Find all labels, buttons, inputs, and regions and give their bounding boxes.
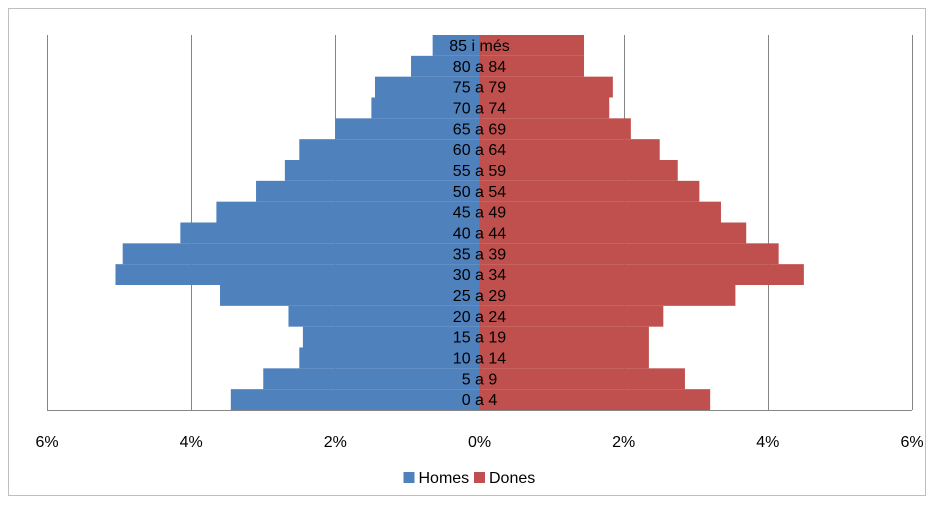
category-label: 15 a 19 bbox=[453, 330, 506, 347]
chart-frame: 0 a 4 5 a 9 10 a 14 15 a 19 20 a 24 25 a 29 30… bbox=[8, 8, 926, 496]
bars bbox=[115, 35, 804, 410]
bar-homes-3 bbox=[302, 326, 480, 348]
legend-swatch-dones bbox=[474, 472, 485, 483]
category-label: 30 a 34 bbox=[453, 267, 506, 284]
category-label: 0 a 4 bbox=[462, 392, 498, 409]
bar-dones-12 bbox=[479, 139, 660, 160]
bar-homes-11 bbox=[284, 160, 480, 181]
bar-dones-7 bbox=[479, 243, 779, 265]
bar-dones-13 bbox=[479, 118, 631, 140]
category-label: 85 i més bbox=[449, 38, 509, 55]
bar-homes-5 bbox=[220, 285, 480, 306]
bar-homes-13 bbox=[335, 118, 480, 140]
bar-homes-14 bbox=[371, 97, 480, 119]
bar-dones-14 bbox=[479, 97, 610, 119]
legend: Homes Dones bbox=[403, 470, 535, 487]
bar-dones-0 bbox=[479, 389, 711, 410]
category-label: 60 a 64 bbox=[453, 142, 506, 159]
bar-dones-11 bbox=[479, 160, 678, 181]
bar-dones-5 bbox=[479, 285, 736, 306]
bar-dones-6 bbox=[479, 264, 804, 285]
bar-homes-15 bbox=[374, 76, 480, 98]
bar-homes-16 bbox=[411, 55, 480, 77]
legend-swatch-homes bbox=[403, 472, 415, 483]
x-tick-label: 4% bbox=[180, 434, 203, 451]
x-tick-label: 0% bbox=[468, 434, 491, 451]
x-tick-labels: 6% 4% 2% 0% 2% 4% 6% bbox=[35, 434, 923, 451]
bar-dones-1 bbox=[479, 368, 685, 390]
category-label: 35 a 39 bbox=[453, 246, 506, 263]
category-label: 50 a 54 bbox=[453, 184, 506, 201]
x-tick-label: 4% bbox=[756, 434, 779, 451]
bar-homes-9 bbox=[216, 201, 480, 223]
category-label: 70 a 74 bbox=[453, 100, 506, 117]
bar-dones-8 bbox=[479, 222, 747, 244]
bar-dones-9 bbox=[479, 201, 721, 223]
category-label: 45 a 49 bbox=[453, 205, 506, 222]
category-labels: 0 a 4 5 a 9 10 a 14 15 a 19 20 a 24 25 a 29 30… bbox=[449, 38, 509, 409]
bar-dones-2 bbox=[479, 347, 649, 369]
bar-homes-7 bbox=[122, 243, 480, 265]
bar-homes-2 bbox=[299, 347, 480, 369]
x-tick-label: 6% bbox=[900, 434, 923, 451]
category-label: 5 a 9 bbox=[462, 371, 498, 388]
category-label: 20 a 24 bbox=[453, 309, 506, 326]
bar-homes-6 bbox=[115, 264, 480, 285]
bar-dones-17 bbox=[479, 35, 585, 56]
category-label: 40 a 44 bbox=[453, 225, 506, 242]
bar-homes-4 bbox=[288, 305, 480, 327]
x-tick-label: 2% bbox=[324, 434, 347, 451]
bar-homes-0 bbox=[230, 389, 480, 410]
x-tick-label: 6% bbox=[35, 434, 58, 451]
bar-dones-16 bbox=[479, 55, 585, 77]
category-label: 65 a 69 bbox=[453, 121, 506, 138]
bar-dones-4 bbox=[479, 305, 664, 327]
bar-homes-10 bbox=[256, 180, 480, 202]
bar-dones-10 bbox=[479, 180, 700, 202]
bar-homes-17 bbox=[432, 35, 480, 56]
category-label: 10 a 14 bbox=[453, 350, 506, 367]
bar-dones-15 bbox=[479, 76, 613, 98]
category-label: 55 a 59 bbox=[453, 163, 506, 180]
category-label: 25 a 29 bbox=[453, 288, 506, 305]
bar-dones-3 bbox=[479, 326, 649, 348]
category-label: 80 a 84 bbox=[453, 59, 506, 76]
x-tick-label: 2% bbox=[612, 434, 635, 451]
bar-homes-12 bbox=[299, 139, 480, 160]
legend-label-homes: Homes bbox=[419, 470, 470, 487]
bar-homes-8 bbox=[180, 222, 480, 244]
population-pyramid-chart: 0 a 4 5 a 9 10 a 14 15 a 19 20 a 24 25 a 29 30… bbox=[35, 35, 924, 487]
bar-homes-1 bbox=[263, 368, 480, 390]
legend-label-dones: Dones bbox=[489, 470, 535, 487]
category-label: 75 a 79 bbox=[453, 80, 506, 97]
